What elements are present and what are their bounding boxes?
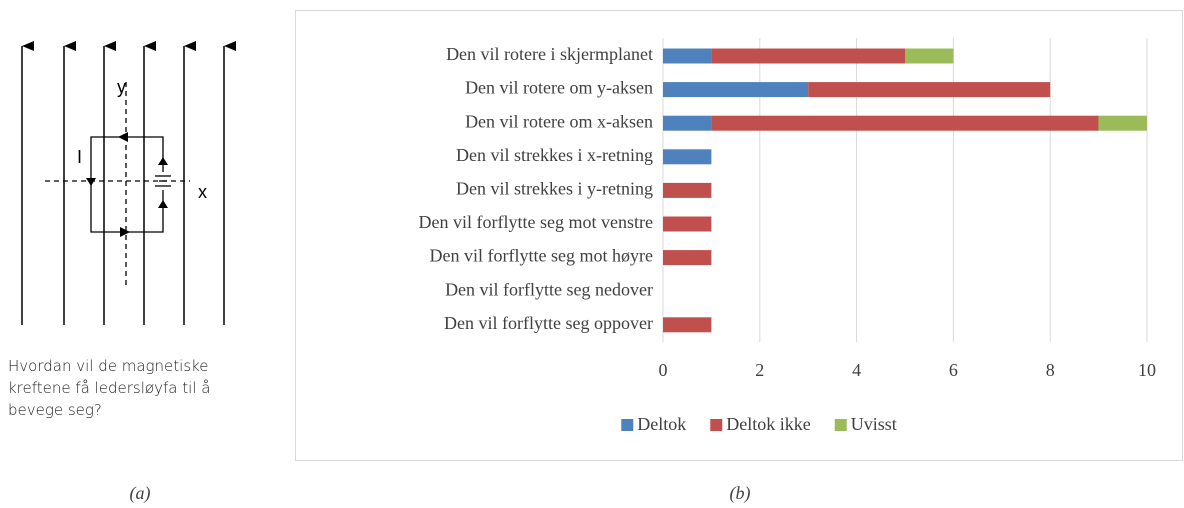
legend-label: Deltok (637, 414, 686, 434)
bar-segment (663, 317, 712, 333)
bar-segment (663, 149, 712, 165)
legend-item: Deltok ikke (710, 414, 811, 434)
bar-segment (663, 216, 712, 232)
chart-frame (295, 10, 1183, 461)
y-tick-label: Den vil rotere om y-aksen (465, 78, 653, 98)
y-label: y (117, 77, 126, 97)
x-tick-label: 6 (949, 360, 958, 380)
loop (45, 82, 190, 285)
x-tick-label: 0 (659, 360, 668, 380)
legend-item: Uvisst (834, 414, 897, 434)
question-line: kreftene få ledersløyfa til å (8, 379, 211, 397)
legend-swatch (710, 419, 723, 431)
x-label: x (198, 182, 207, 202)
y-tick-label: Den vil strekkes i x-retning (456, 145, 653, 165)
caption: (b) (730, 483, 751, 504)
y-tick-label: Den vil rotere i skjermplanet (446, 44, 653, 64)
x-tick-label: 8 (1046, 360, 1055, 380)
x-tick-label: 2 (755, 360, 764, 380)
field-lines (21, 41, 236, 325)
y-tick-label: Den vil strekkes i y-retning (456, 179, 653, 199)
y-tick-label: Den vil rotere om x-aksen (465, 111, 653, 131)
x-tick-label: 4 (852, 360, 861, 380)
bar-segment (711, 48, 905, 64)
y-tick-label: Den vil forflytte seg mot høyre (430, 246, 653, 266)
bar-segment (905, 48, 954, 64)
legend-label: Uvisst (851, 414, 897, 434)
bar-segment (663, 182, 712, 198)
question: Hvordan vil de magnetiske kreftene få le… (8, 355, 278, 421)
bar-segment (663, 82, 809, 98)
legend-item: Deltok (621, 414, 686, 434)
legend-swatch (621, 419, 634, 431)
question-line: bevege seg? (8, 401, 102, 419)
y-tick-label: Den vil forflytte seg oppover (444, 313, 653, 333)
current-arrows (86, 132, 168, 237)
current-label: I (77, 147, 82, 167)
bar-segment (663, 250, 712, 266)
bar-segment (1098, 115, 1147, 131)
bar-segment (663, 115, 712, 131)
y-tick-label: Den vil forflytte seg mot venstre (419, 212, 653, 232)
bar-segment (808, 82, 1051, 98)
x-tick-label: 10 (1138, 360, 1156, 380)
question-line: Hvordan vil de magnetiske (8, 357, 209, 375)
legend-swatch (834, 419, 847, 431)
y-tick-label: Den vil forflytte seg nedover (445, 279, 653, 299)
legend-label: Deltok ikke (726, 414, 810, 434)
caption: (a) (130, 483, 151, 504)
diagram: y x I (21, 41, 236, 325)
bar-segment (663, 48, 712, 64)
bar-segment (711, 115, 1099, 131)
